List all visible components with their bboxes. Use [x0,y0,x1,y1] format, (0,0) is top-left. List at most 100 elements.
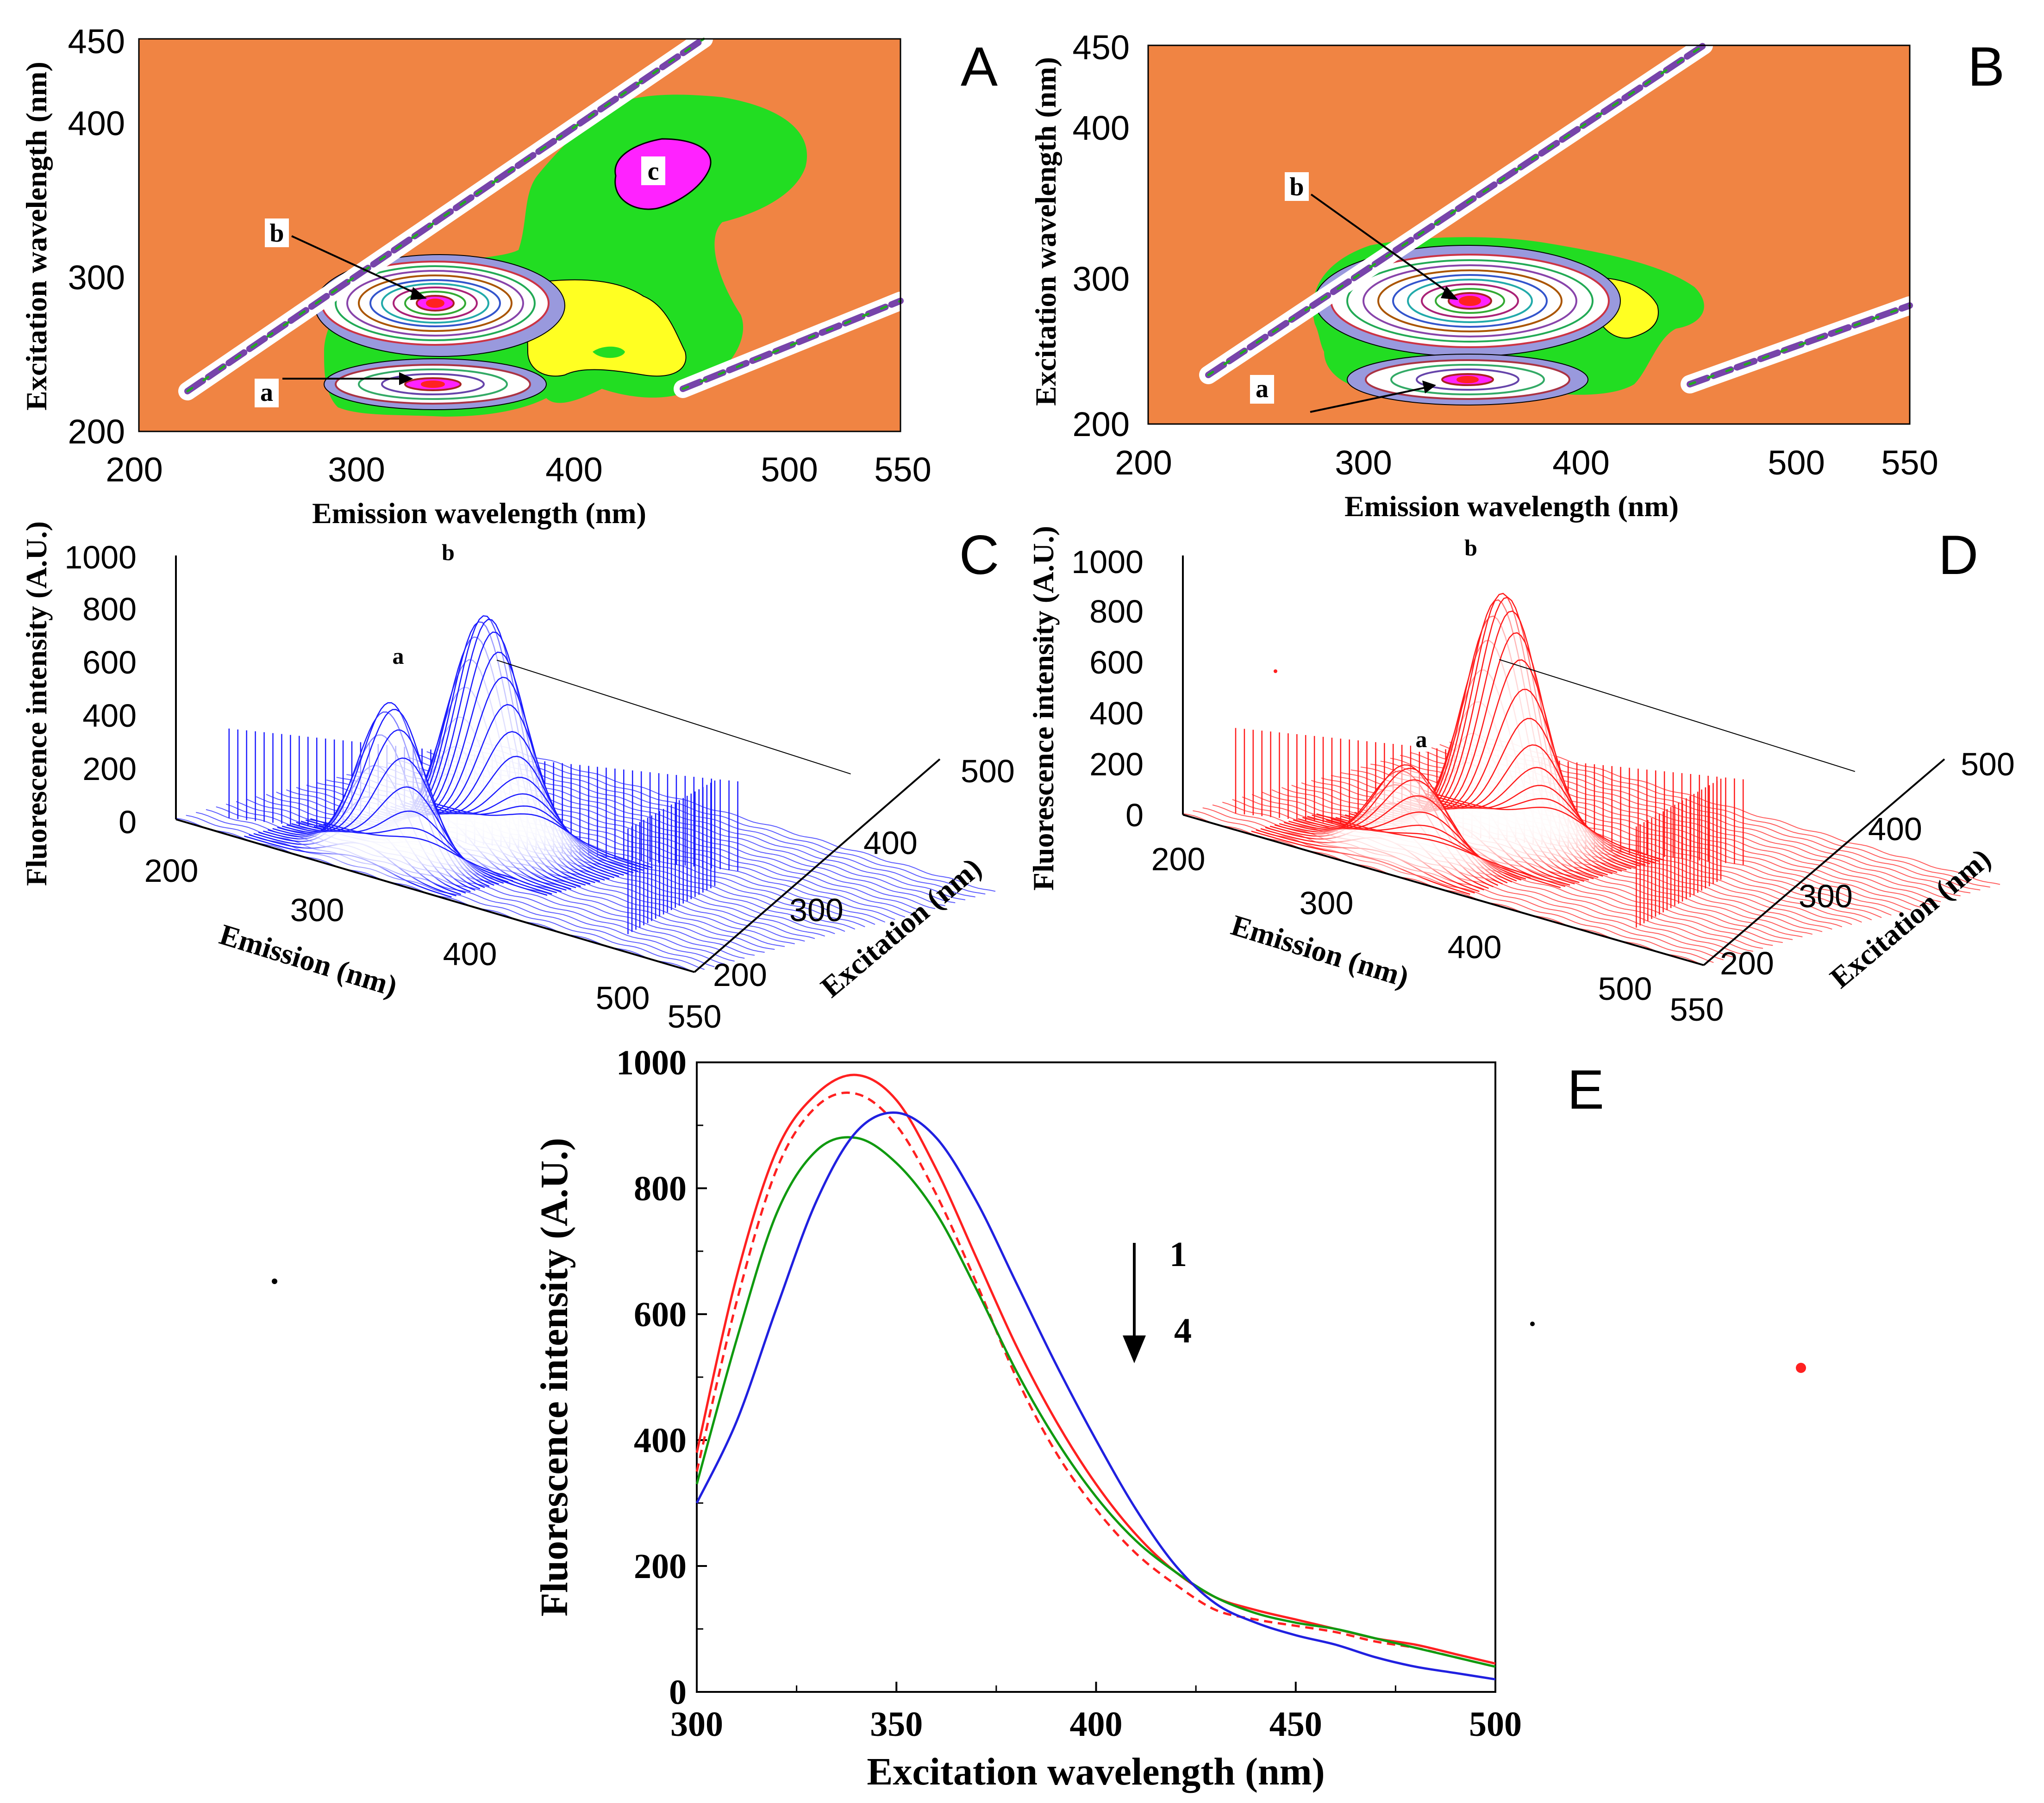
panel-e-ytick-label: 0 [669,1673,687,1712]
panel-e-ytick-label: 600 [634,1295,687,1334]
surface-peak-slice [244,836,452,898]
surface-peak-slice [1298,795,1517,882]
panel-e-series-1-line [695,1073,1496,1665]
panel-c-emission-axis [175,818,695,973]
surface-peak-slice [1354,701,1589,881]
panel-b-xtick-550: 550 [1881,443,1938,482]
panel-c-z-axis-label: Fluorescence intensity (A.U.) [20,521,53,886]
surface-peak-slice [405,777,638,872]
surface-ground-line [1380,761,1902,913]
panel-b-contours-b [1330,254,1610,348]
surface-peak-slice [1359,669,1594,880]
panel-a-xtick-550: 550 [874,450,931,489]
surface-peak-slice [342,716,576,888]
panel-a-xtick-500: 500 [761,450,818,489]
surface-ground-line [406,756,925,912]
surface-ground-line [476,739,996,892]
surface-ground-line [1390,758,1912,911]
panel-b-peak-a-box [1250,375,1274,404]
surface-peak-slice [390,704,624,876]
panel-a-peak-b-box [265,218,289,247]
panel-d-xtick-200: 200 [1151,841,1206,877]
surface-peak-slice [263,765,471,892]
surface-ridge-line [1499,659,1856,772]
panel-b-arrow-a [1310,386,1431,413]
surface-peak-slice [419,798,653,868]
stray-dot-1 [272,1279,277,1284]
surface-peak-slice [1269,803,1489,889]
panel-e-series-2-line [695,1092,1496,1668]
panel-d-excitation-axis [1703,758,1945,966]
panel-d-xtick-500: 500 [1598,971,1652,1007]
panel-b-peak-b-label: b [1289,173,1304,201]
panel-c-ztick-200: 200 [82,751,137,787]
surface-peak-slice [1251,830,1470,895]
panel-c-ztick-1000: 1000 [64,539,137,575]
panel-c-surface-lines [175,615,996,973]
panel-b-scatter-streaks [1199,36,1919,393]
surface-ground-line [446,746,966,900]
surface-peak-slice [296,786,504,884]
panel-a-xtick-200: 200 [106,450,163,489]
panel-b-x-axis-label: Emission wavelength (nm) [1344,490,1679,523]
panel-d-emission-axis [1182,814,1704,966]
surface-peak-slice [305,819,513,882]
surface-ground-line [1439,744,1961,897]
panel-d-peak-b-box [1461,536,1481,561]
panel-a-arrow-b [291,235,423,297]
panel-d-xtick-550: 550 [1670,992,1724,1028]
panel-d-ztick-200: 200 [1089,746,1144,782]
surface-peak-slice [1312,814,1531,879]
panel-b-ytick-400: 400 [1073,109,1130,147]
panel-b-ytick-200: 200 [1073,405,1130,443]
panel-e-trend-arrowhead [1123,1335,1146,1363]
panel-c-excitation-axis [694,758,941,973]
panel-d-ztick-1000: 1000 [1071,544,1144,580]
panel-b-arrow-b [1310,193,1455,297]
surface-peak-slice [300,810,509,883]
panel-d-x-axis-label: Emission (nm) [1227,909,1413,994]
panel-d-3d-surface: 1000 800 600 400 200 0 200 300 400 500 5… [1027,524,2015,1028]
surface-ground-line [1291,785,1813,935]
panel-c-letter: C [959,524,1000,586]
panel-a-xtick-300: 300 [328,450,385,489]
panel-b-peak-b-box [1285,172,1309,201]
panel-b-ytick-450: 450 [1073,28,1130,67]
panel-e-letter: E [1567,1059,1604,1121]
panel-e-plot-frame [696,1061,1496,1693]
panel-e-xtick-label: 500 [1469,1705,1522,1744]
surface-ground-line [216,806,735,962]
panel-d-xtick-300: 300 [1300,885,1354,921]
panel-a-green-hole [593,346,625,358]
panel-d-xtick-400: 400 [1448,929,1502,965]
panel-e-ytick-label: 200 [634,1547,687,1586]
panel-a-contours-b [321,261,550,346]
panel-c-ytick-300: 300 [789,892,844,928]
surface-peak-slice [1425,793,1660,862]
panel-c-xtick-300: 300 [290,892,344,928]
surface-ground-line [366,768,886,923]
surface-ground-line [426,751,945,906]
surface-peak-slice [1430,792,1665,861]
panel-e-ticks: 300 350 400 450 500 0 200 400 600 800 1000 [616,1043,1522,1744]
panel-d-peak-a-box [1411,727,1431,752]
panel-b-xtick-500: 500 [1768,443,1825,482]
panel-d-ytick-400: 400 [1868,811,1922,847]
panel-c-xtick-200: 200 [144,853,199,889]
surface-peak-slice [1378,593,1613,874]
surface-peak-slice [1265,821,1484,891]
panel-d-z-axis-label: Fluorescence intensity (A.U.) [1027,526,1060,891]
panel-a-scatter-streaks [178,30,910,400]
panel-a-contour-map: b a c 450 400 300 200 200 300 400 500 55… [20,22,998,530]
surface-ridge-line [496,660,851,774]
panel-c-ztick-800: 800 [82,591,137,627]
panel-e-y-axis-label: Fluorescence intensity (A.U.) [533,1138,576,1616]
surface-ground-line [1202,807,1724,961]
surface-peak-slice [286,729,494,886]
panel-c-ytick-400: 400 [863,825,918,861]
panel-e-x-axis-label: Excitation wavelength (nm) [867,1750,1325,1793]
panel-c-peak-b-label: b [442,539,455,565]
panel-b-xtick-200: 200 [1115,443,1172,482]
surface-peak-slice [249,834,456,897]
panel-a-peak-b-label: b [269,219,284,248]
